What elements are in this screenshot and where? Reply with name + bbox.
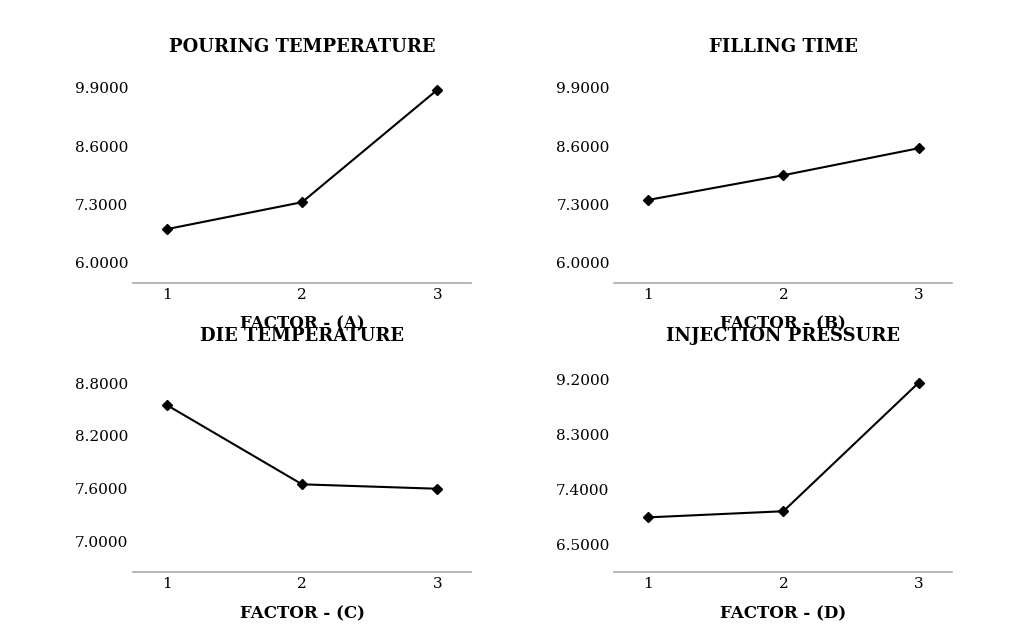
X-axis label: FACTOR - (D): FACTOR - (D) <box>720 605 847 622</box>
Title: POURING TEMPERATURE: POURING TEMPERATURE <box>169 38 435 56</box>
Title: FILLING TIME: FILLING TIME <box>709 38 858 56</box>
Title: DIE TEMPERATURE: DIE TEMPERATURE <box>200 327 404 345</box>
Title: INJECTION PRESSURE: INJECTION PRESSURE <box>667 327 900 345</box>
X-axis label: FACTOR - (B): FACTOR - (B) <box>721 316 846 333</box>
X-axis label: FACTOR - (C): FACTOR - (C) <box>240 605 365 622</box>
X-axis label: FACTOR - (A): FACTOR - (A) <box>240 316 365 333</box>
